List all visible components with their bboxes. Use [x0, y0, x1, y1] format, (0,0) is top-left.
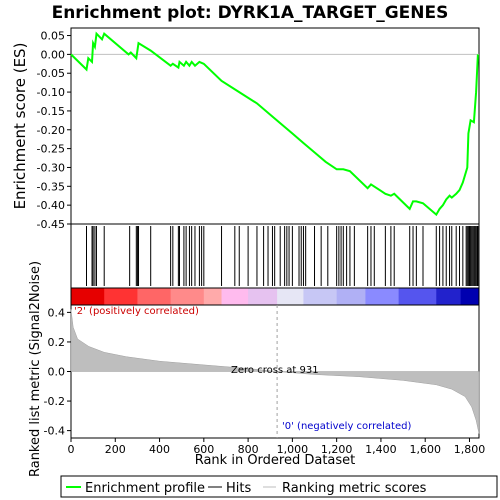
heatmap-segment [277, 288, 304, 305]
es-y-tick-label: -0.20 [37, 124, 65, 137]
heatmap-segment [71, 288, 105, 305]
es-y-tick-label: -0.35 [37, 180, 65, 193]
rank-heatmap-bar [71, 288, 480, 305]
heatmap-segment [248, 288, 278, 305]
heatmap-segment [398, 288, 437, 305]
x-tick-label: 1,400 [365, 443, 397, 456]
legend-label-hits: Hits [226, 481, 251, 496]
heatmap-segment [303, 288, 338, 305]
heatmap-segment [336, 288, 366, 305]
es-y-tick-label: -0.15 [37, 105, 65, 118]
es-y-tick-label: -0.40 [37, 199, 65, 212]
heatmap-segment [365, 288, 400, 305]
metric-y-tick-label: 0.4 [48, 306, 66, 319]
es-y-axis-label: Enrichment score (ES) [11, 43, 29, 210]
metric-y-tick-label: 0.0 [48, 366, 66, 379]
es-y-tick-label: -0.30 [37, 161, 65, 174]
x-tick-label: 400 [149, 443, 170, 456]
negative-correlation-label: '0' (negatively correlated) [282, 421, 411, 432]
plot-title: Enrichment plot: DYRK1A_TARGET_GENES [52, 3, 449, 23]
es-y-tick-label: -0.10 [37, 86, 65, 99]
x-tick-label: 1,200 [321, 443, 353, 456]
es-panel-frame [70, 27, 480, 225]
zero-cross-label: Zero cross at 931 [231, 365, 319, 376]
heatmap-segment [137, 288, 172, 305]
metric-y-axis-label: Ranked list metric (Signal2Noise) [28, 261, 43, 477]
heatmap-segment [203, 288, 223, 305]
es-y-tick-label: -0.45 [37, 218, 65, 231]
heatmap-segment [170, 288, 205, 305]
x-tick-label: 200 [105, 443, 126, 456]
legend-label-enrichment-profile: Enrichment profile [85, 481, 205, 496]
ranking-metric-area [70, 309, 480, 434]
metric-y-tick-label: -0.4 [44, 425, 65, 438]
legend-box [60, 475, 498, 498]
x-ticks: 0 200 400 600 800 1,000 1,200 1,400 1,600 1,800 [68, 438, 486, 456]
heatmap-segment [104, 288, 138, 305]
metric-y-tick-label: -0.2 [44, 395, 65, 408]
es-y-tick-label: -0.05 [37, 67, 65, 80]
x-tick-label: 1,800 [454, 443, 486, 456]
metric-y-tick-label: 0.2 [48, 336, 66, 349]
es-y-tick-label: 0.05 [41, 30, 66, 43]
x-axis-label: Rank in Ordered Dataset [195, 453, 356, 468]
x-tick-label: 600 [193, 443, 214, 456]
hit-markers [85, 226, 479, 286]
heatmap-segment [436, 288, 462, 305]
es-y-ticks: 0.05 0.00 -0.05 -0.10 -0.15 -0.20 -0.25 -0.30 -0… [37, 30, 71, 231]
heatmap-segment [460, 288, 480, 305]
es-y-tick-label: -0.25 [37, 143, 65, 156]
legend-label-ranking-metric: Ranking metric scores [282, 481, 427, 496]
x-tick-label: 1,000 [277, 443, 309, 456]
positive-correlation-label: '2' (positively correlated) [74, 306, 199, 317]
es-y-tick-label: 0.00 [41, 48, 66, 61]
metric-y-ticks: 0.4 0.2 0.0 -0.2 -0.4 [44, 306, 71, 438]
heatmap-segment [221, 288, 249, 305]
x-tick-label: 800 [238, 443, 259, 456]
x-tick-label: 0 [68, 443, 75, 456]
x-tick-label: 1,600 [409, 443, 441, 456]
enrichment-profile-line [70, 31, 479, 217]
